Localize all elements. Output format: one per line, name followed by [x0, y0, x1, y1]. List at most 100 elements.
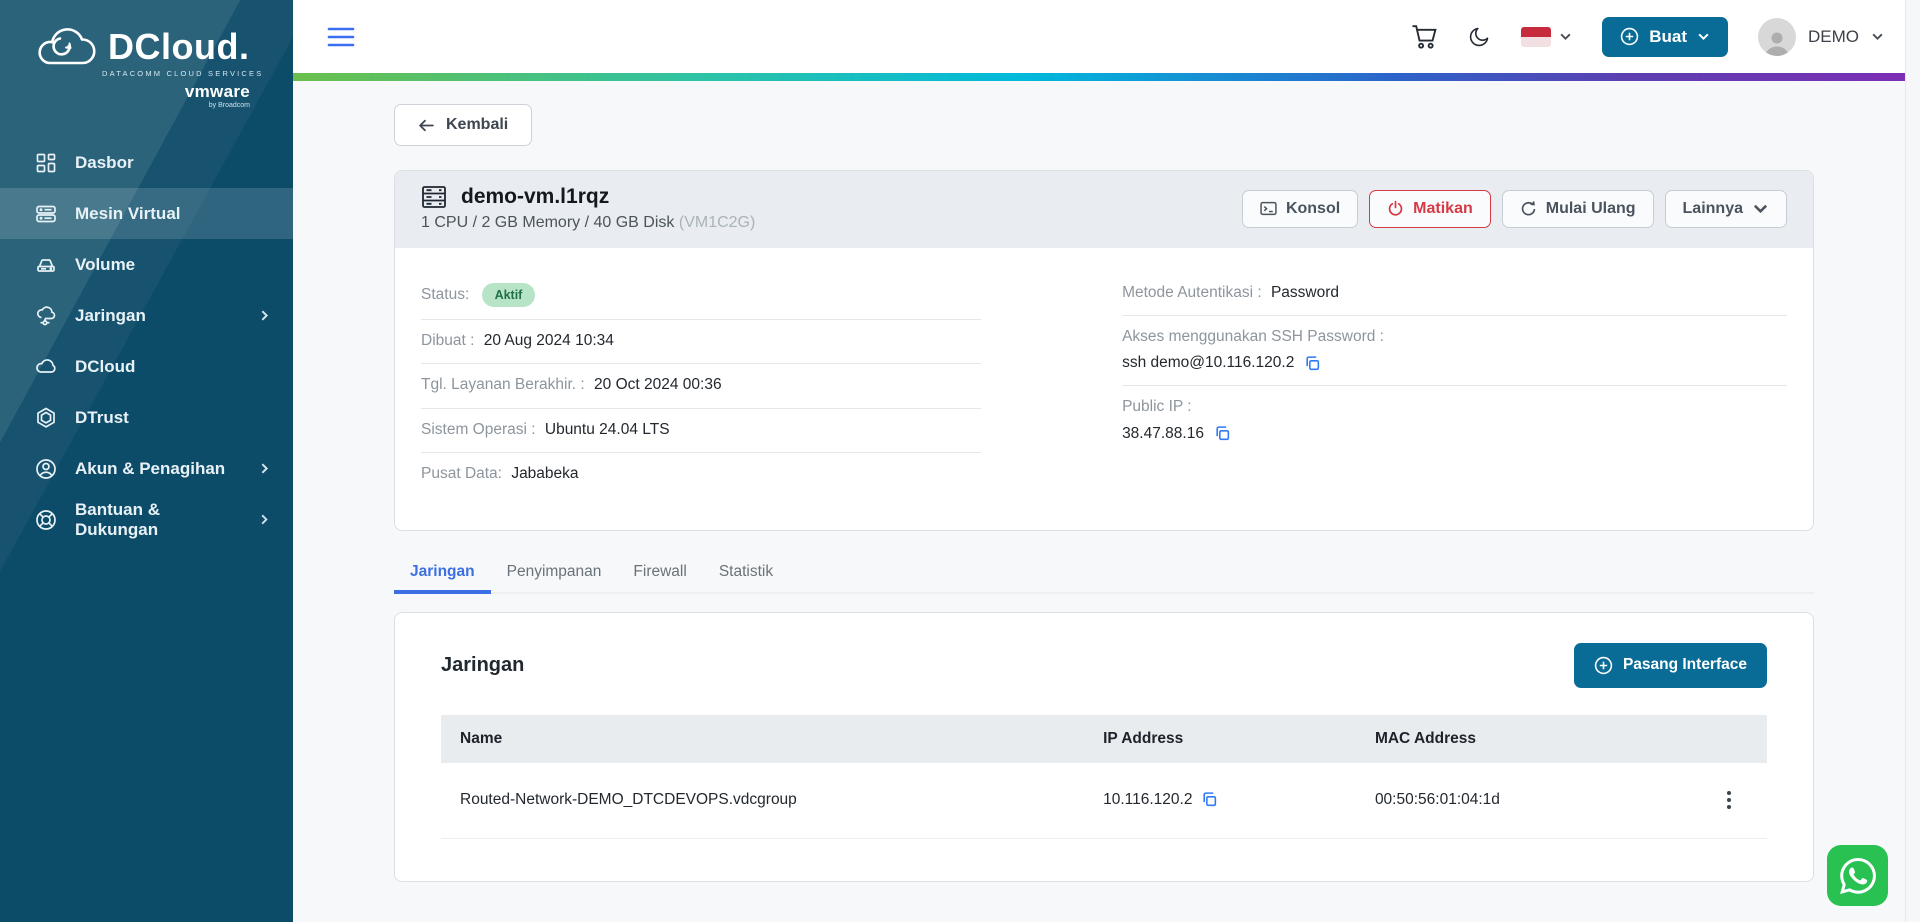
scrollbar[interactable] [1905, 0, 1920, 922]
detail-row-ssh-access: Akses menggunakan SSH Password : ssh dem… [1122, 316, 1787, 387]
sidebar-menu: Dasbor Mesin Virtual Volume Jaringan [0, 137, 293, 545]
power-icon [1388, 200, 1403, 216]
sidebar-item-label: DTrust [75, 407, 129, 427]
topbar: Buat DEMO [293, 0, 1920, 73]
sidebar-item-bantuan-dukungan[interactable]: Bantuan & Dukungan [0, 494, 293, 545]
attach-interface-button[interactable]: Pasang Interface [1573, 642, 1767, 688]
restart-button[interactable]: Mulai Ulang [1501, 189, 1654, 228]
support-icon [34, 508, 58, 532]
copy-icon[interactable] [1304, 355, 1321, 372]
vm-plan-code: (VM1C2G) [678, 214, 756, 231]
virtual-machine-icon [34, 202, 58, 226]
whatsapp-button[interactable] [1827, 845, 1888, 906]
create-button[interactable]: Buat [1602, 16, 1728, 57]
sidebar-item-volume[interactable]: Volume [0, 239, 293, 290]
sidebar-item-mesin-virtual[interactable]: Mesin Virtual [0, 188, 293, 240]
user-menu[interactable]: DEMO [1758, 17, 1884, 56]
detail-row-created: Dibuat : 20 Aug 2024 10:34 [421, 320, 982, 365]
terminal-icon [1260, 201, 1277, 216]
chevron-right-icon [261, 463, 269, 474]
sidebar-item-label: Akun & Penagihan [75, 458, 226, 478]
cart-icon[interactable] [1411, 24, 1437, 50]
chevron-down-icon [1753, 204, 1768, 214]
sidebar-item-label: DCloud [75, 356, 136, 376]
network-panel: Jaringan Pasang Interface Name IP Addres… [394, 611, 1814, 882]
whatsapp-icon [1839, 857, 1876, 894]
plus-circle-icon [1594, 656, 1613, 675]
main-area: Buat DEMO Kembali [293, 0, 1920, 922]
username: DEMO [1808, 26, 1859, 46]
page-content: Kembali demo-vm.l1rqz 1 CPU / 2 GB Memor… [293, 81, 1920, 922]
volume-icon [34, 253, 58, 277]
kebab-menu-icon[interactable] [1720, 790, 1738, 809]
avatar [1758, 17, 1796, 56]
detail-row-status: Status: Aktif [421, 272, 982, 321]
back-button[interactable]: Kembali [394, 104, 533, 146]
mac-address-cell: 00:50:56:01:04:1d [1355, 762, 1701, 839]
column-header-mac: MAC Address [1355, 714, 1701, 763]
dcloud-cloud-icon [38, 28, 96, 65]
hamburger-menu-icon[interactable] [326, 26, 356, 48]
plus-circle-icon [1621, 27, 1639, 46]
copy-icon[interactable] [1214, 425, 1231, 442]
ip-address-cell: 10.116.120.2 [1084, 762, 1356, 839]
detail-row-os: Sistem Operasi : Ubuntu 24.04 LTS [421, 409, 982, 453]
brand-name: DCloud. [108, 26, 250, 67]
restart-icon [1521, 201, 1536, 216]
vm-detail-card: demo-vm.l1rqz 1 CPU / 2 GB Memory / 40 G… [394, 170, 1814, 531]
vm-name: demo-vm.l1rqz [461, 185, 610, 208]
vm-card-header: demo-vm.l1rqz 1 CPU / 2 GB Memory / 40 G… [395, 171, 1813, 248]
column-header-actions [1700, 714, 1767, 763]
chevron-down-icon [1560, 33, 1571, 41]
sidebar-item-label: Dasbor [75, 152, 134, 172]
dashboard-icon [34, 151, 58, 175]
tab-firewall[interactable]: Firewall [633, 562, 687, 580]
network-panel-title: Jaringan [441, 653, 525, 676]
vmware-sub: by Broadcom [208, 101, 250, 109]
sidebar-item-dtrust[interactable]: DTrust [0, 392, 293, 443]
status-badge: Aktif [481, 283, 536, 308]
vmware-logo: vmware [184, 82, 250, 101]
brand-logo: DCloud. DATACOMM CLOUD SERVICES vmware b… [0, 0, 293, 123]
detail-row-expiry: Tgl. Layanan Berakhir. : 20 Oct 2024 00:… [421, 364, 982, 409]
vm-details-right: Metode Autentikasi : Password Akses meng… [1122, 272, 1787, 496]
vm-actions: Konsol Matikan Mulai Ulang Lainnya [1241, 189, 1787, 228]
sidebar-item-label: Bantuan & Dukungan [75, 499, 160, 539]
tab-jaringan[interactable]: Jaringan [394, 553, 491, 594]
indonesia-flag-icon [1521, 26, 1552, 47]
dark-mode-moon-icon[interactable] [1467, 25, 1491, 49]
column-header-name: Name [441, 714, 1085, 763]
sidebar-item-akun-penagihan[interactable]: Akun & Penagihan [0, 443, 293, 494]
tab-penyimpanan[interactable]: Penyimpanan [506, 562, 602, 580]
cloud-icon [34, 355, 58, 379]
language-selector[interactable] [1521, 26, 1572, 47]
power-off-button[interactable]: Matikan [1369, 189, 1491, 228]
chevron-down-icon [1872, 33, 1883, 41]
column-header-ip: IP Address [1084, 714, 1356, 763]
sidebar-item-label: Mesin Virtual [75, 203, 181, 223]
accent-gradient-bar [293, 73, 1920, 81]
console-button[interactable]: Konsol [1241, 189, 1359, 228]
sidebar-item-jaringan[interactable]: Jaringan [0, 290, 293, 341]
sidebar-item-dcloud[interactable]: DCloud [0, 341, 293, 392]
network-name-cell: Routed-Network-DEMO_DTCDEVOPS.vdcgroup [441, 762, 1085, 839]
chevron-right-icon [261, 310, 269, 321]
server-icon [422, 186, 446, 208]
chevron-down-icon [1698, 33, 1709, 41]
detail-row-auth-method: Metode Autentikasi : Password [1122, 272, 1787, 317]
detail-row-datacenter: Pusat Data: Jababeka [421, 464, 579, 482]
sidebar-item-label: Volume [75, 254, 136, 274]
table-header-row: Name IP Address MAC Address [441, 714, 1767, 763]
brand-tagline: DATACOMM CLOUD SERVICES [102, 69, 264, 78]
network-icon [34, 304, 58, 328]
copy-icon[interactable] [1201, 791, 1218, 808]
shield-icon [34, 406, 58, 430]
detail-row-public-ip: Public IP : 38.47.88.16 [1122, 386, 1787, 455]
chevron-right-icon [261, 515, 269, 525]
sidebar-item-dasbor[interactable]: Dasbor [0, 137, 293, 188]
vm-details-left: Status: Aktif Dibuat : 20 Aug 2024 10:34… [421, 272, 982, 496]
more-actions-button[interactable]: Lainnya [1664, 189, 1787, 228]
tab-statistik[interactable]: Statistik [718, 562, 774, 580]
arrow-left-icon [419, 119, 434, 131]
